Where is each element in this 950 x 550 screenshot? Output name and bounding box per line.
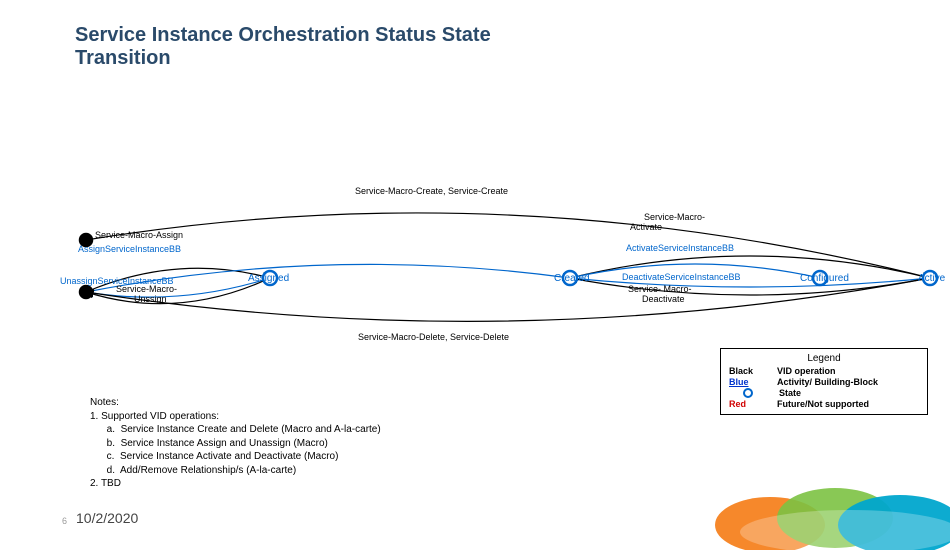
edge-label: Service- Macro-: [628, 284, 692, 294]
notes-heading: Notes:: [90, 397, 119, 408]
legend-row-blue: Blue Activity/ Building-Block: [729, 377, 919, 387]
state-label-active: Active: [918, 273, 945, 284]
notes-line: 2. TBD: [90, 478, 121, 489]
legend-row-red: Red Future/Not supported: [729, 399, 919, 409]
title-line2: Transition: [75, 47, 171, 69]
edge-label: Service-Macro-: [116, 284, 177, 294]
title-line1: Service Instance Orchestration Status St…: [75, 24, 491, 46]
legend-desc: State: [779, 388, 801, 398]
edge-label: Service-Macro-Create, Service-Create: [355, 186, 508, 196]
edge-service-macro-create-service-create: [86, 213, 930, 278]
state-icon: [743, 388, 753, 398]
state-label-assigned: Assigned: [248, 273, 289, 284]
legend-title: Legend: [729, 353, 919, 364]
legend-desc: Future/Not supported: [777, 399, 869, 409]
edge-label: Unssign: [134, 294, 167, 304]
state-label-configured: Configured: [800, 273, 849, 284]
legend-desc: Activity/ Building-Block: [777, 377, 878, 387]
edge-label: Activate: [630, 222, 662, 232]
footer-date: 10/2/2020: [76, 510, 138, 526]
legend-key: Black: [729, 366, 769, 376]
edge-label: Service-Macro-Assign: [95, 230, 183, 240]
legend-box: Legend Black VID operation Blue Activity…: [720, 348, 928, 415]
notes-line: b. Service Instance Assign and Unassign …: [90, 438, 328, 449]
edge-service-macro-delete-service-delete: [86, 278, 930, 321]
edge-label: Deactivate: [642, 294, 685, 304]
edge-label: DeactivateServiceInstanceBB: [622, 272, 741, 282]
legend-desc: VID operation: [777, 366, 836, 376]
edge-label: ActivateServiceInstanceBB: [626, 243, 734, 253]
edge-label: Service-Macro-: [644, 212, 705, 222]
edge-label: AssignServiceInstanceBB: [78, 244, 181, 254]
legend-row-black: Black VID operation: [729, 366, 919, 376]
state-label-created: Created: [554, 273, 590, 284]
legend-key: Red: [729, 399, 769, 409]
notes-line: c. Service Instance Activate and Deactiv…: [90, 451, 338, 462]
decor-cloud: [700, 470, 950, 550]
legend-key: Blue: [729, 377, 769, 387]
notes-line: 1. Supported VID operations:: [90, 411, 219, 422]
notes-line: a. Service Instance Create and Delete (M…: [90, 424, 381, 435]
legend-row-state: State: [729, 388, 919, 398]
state-start_bottom: [80, 286, 92, 298]
page-number: 6: [62, 516, 67, 526]
notes-line: d. Add/Remove Relationship/s (A-la-carte…: [90, 465, 296, 476]
notes-block: Notes: 1. Supported VID operations: a. S…: [90, 396, 381, 491]
page-title: Service Instance Orchestration Status St…: [75, 24, 491, 70]
edge-label: Service-Macro-Delete, Service-Delete: [358, 332, 509, 342]
